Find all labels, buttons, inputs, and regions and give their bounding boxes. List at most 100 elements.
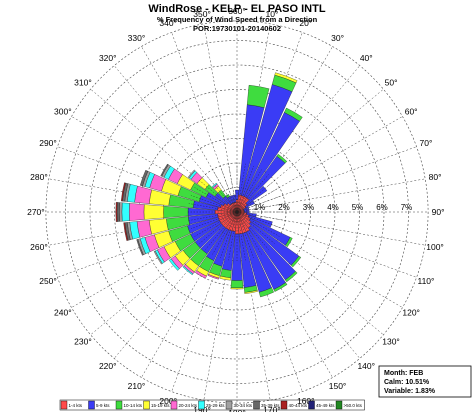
wind-bar-segment [219,275,231,281]
inner-spoke [236,211,262,255]
wind-bar-segment [285,271,298,283]
direction-label: 30° [331,33,344,43]
inner-spoke [236,211,269,250]
wind-bar-segment [244,290,258,294]
inner-spoke [220,211,238,259]
legend-label: 40-44 kts [289,403,308,408]
grid-ring [65,40,409,384]
legend-swatch [280,400,288,410]
legend-label: 1-4 kts [69,403,83,408]
wind-bar-segment [136,239,144,256]
legend-swatch [253,400,260,410]
percent-label: 1% [254,203,266,212]
direction-label: 200° [159,396,177,406]
inner-spoke [236,165,254,213]
wind-bar-segment [123,222,129,241]
legend-label: 15-19 kts [151,403,170,408]
info-calm: Calm: 10.51% [384,379,430,386]
wind-bar-segment [258,287,274,298]
wind-bar-segment [211,182,218,188]
direction-label: 220° [99,361,117,371]
grid-ring [114,89,360,335]
polar-grid [45,20,429,404]
percent-label: 3% [303,203,315,212]
wind-bar-segment [163,205,189,219]
direction-label: 110° [417,276,434,286]
inner-spoke [220,165,238,213]
direction-label: 340° [159,18,177,28]
direction-label: 270° [27,207,45,217]
legend-label: >50.0 kts [344,403,363,408]
inner-spoke [199,180,238,213]
wind-bar-segment [115,202,118,222]
inner-spoke [228,163,238,213]
direction-label: 60° [405,106,418,116]
wind-bar-segment [120,182,126,202]
legend-swatch [115,400,123,410]
chart-title: WindRose - KELP - EL PASO INTL [148,3,325,15]
direction-label: 250° [39,276,57,286]
wind-bar-segment [121,202,130,222]
legend-swatch [225,400,233,410]
percent-label: 5% [352,203,364,212]
wind-bar-segment [230,280,244,289]
info-box-frame [378,365,472,398]
inner-spoke [236,211,246,261]
direction-label: 360° [228,6,246,16]
inner-spoke [236,211,286,221]
wind-bar-segment [143,204,164,220]
direction-label: 10° [265,9,278,19]
direction-label: 150° [329,381,347,391]
legend-label: 5-9 kts [96,403,110,408]
wind-bar-segment [153,250,163,265]
inner-spoke [194,187,238,213]
direction-label: 90° [432,207,445,217]
wind-bar-segment [160,163,169,177]
inner-spoke [236,174,269,213]
inner-spoke [236,195,284,213]
direction-label: 230° [74,336,92,346]
legend-swatch [198,400,205,410]
percent-label: 2% [278,203,290,212]
inner-spoke [212,169,238,213]
inner-spoke [236,211,254,259]
inner-spoke [188,203,238,213]
legend-swatch [170,400,178,410]
direction-label: 210° [128,381,146,391]
direction-label: 330° [128,33,146,43]
percent-label: 6% [376,203,388,212]
direction-label: 160° [297,396,315,406]
direction-label: 100° [426,242,444,252]
wind-bar-segment [187,169,196,179]
wind-bar-segment [168,258,180,271]
legend-label: 35-39 kts [261,403,280,408]
wind-bar-segment [230,287,244,290]
wind-bar-segment [290,255,302,268]
grid-ring-outer [45,20,429,404]
inner-spoke [236,163,246,213]
inner-spoke [199,211,238,244]
legend-swatch [143,400,150,410]
wind-bar-segment [276,153,288,164]
legend-swatch [335,400,343,410]
legend-label: 25-29 kts [206,403,225,408]
info-month: Month: FEB [384,370,423,377]
legend-label: 30-34 kts [234,403,253,408]
wind-bar-segment [182,265,194,276]
direction-label: 310° [74,78,92,88]
chart-period: POR:19730101-20140602 [193,24,281,33]
inner-spoke [212,211,238,255]
legend-label: 45-49 kts [316,403,335,408]
wind-bar-segment [273,282,288,292]
wind-bar-segment [139,169,149,187]
direction-label: 170° [263,405,281,412]
inner-spoke [190,195,238,213]
percent-label: 7% [401,203,413,212]
info-box: Month: FEB Calm: 10.51% Variable: 1.83% [378,365,472,398]
inner-spoke [188,211,238,221]
legend-swatch [308,400,315,410]
legend-frame [59,399,365,411]
legend-label: 20-24 kts [179,403,198,408]
